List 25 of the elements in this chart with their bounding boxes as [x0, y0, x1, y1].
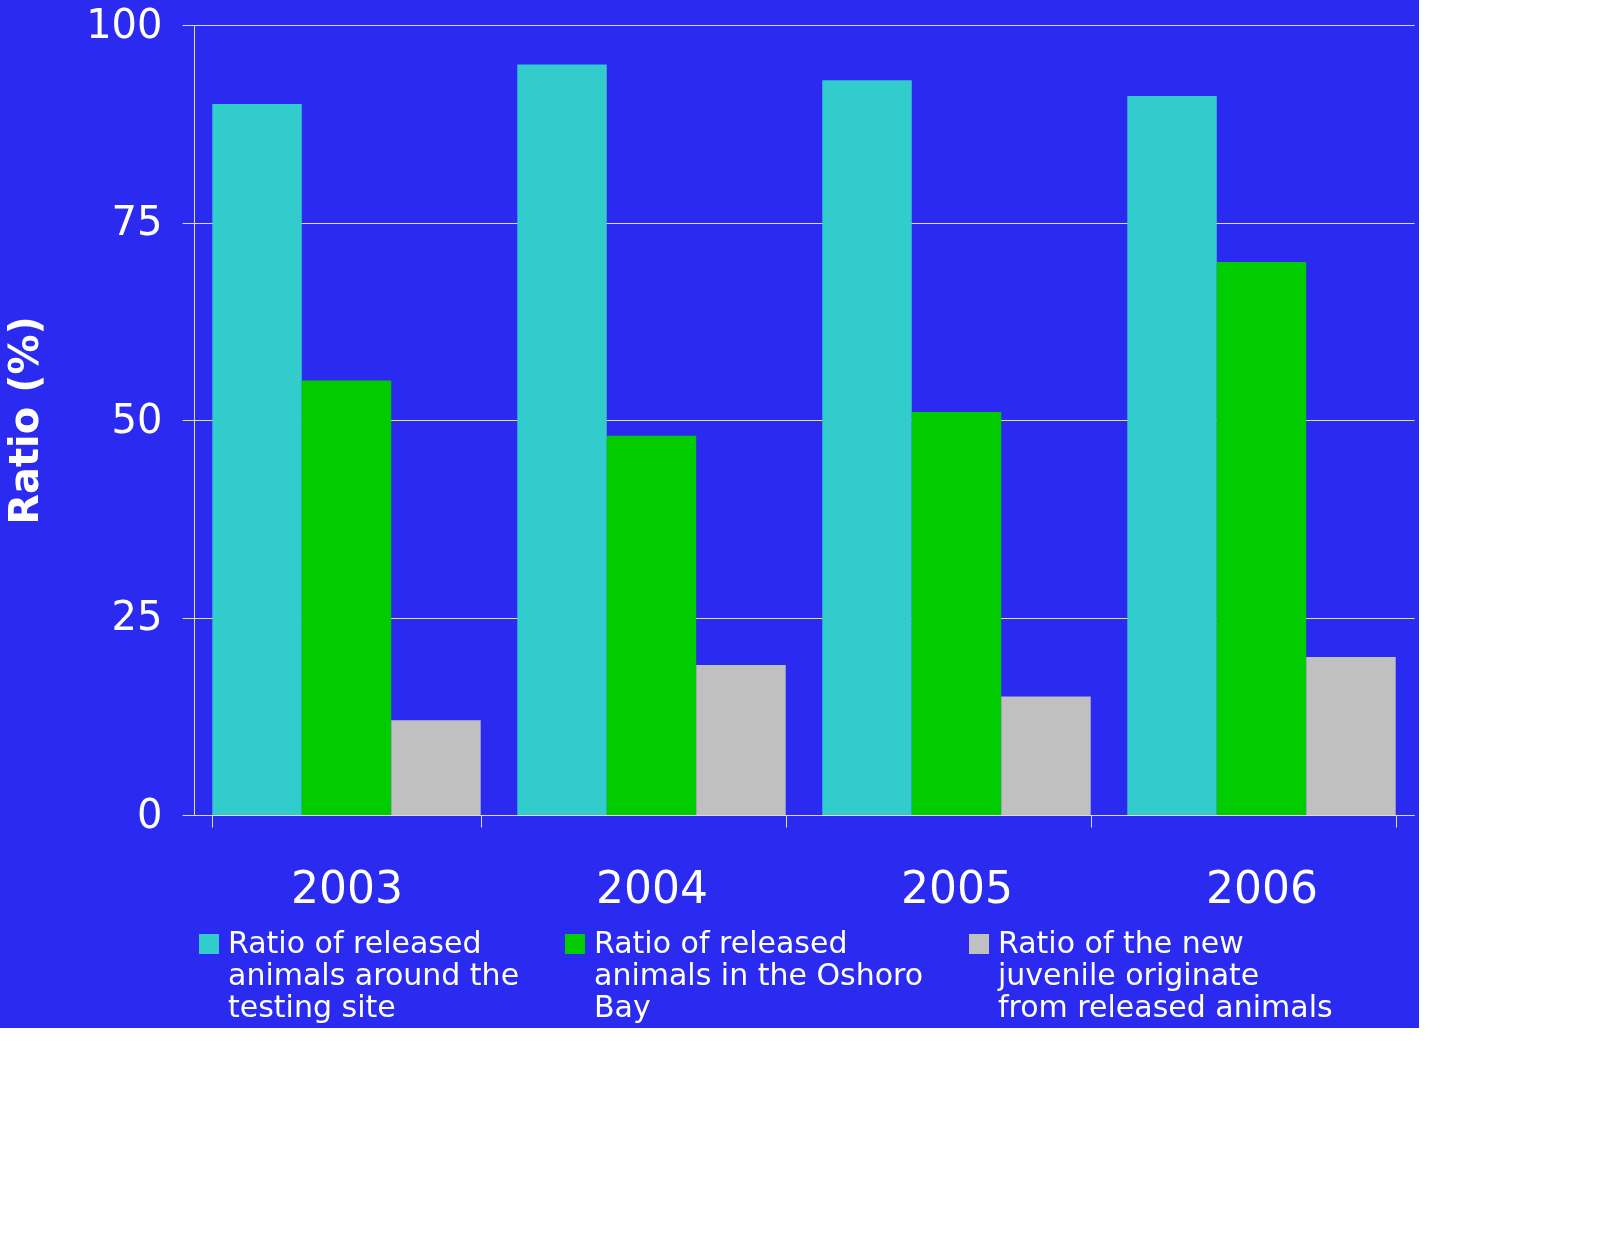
- bar: [1306, 657, 1396, 815]
- legend-label: Ratio of released animals around the testing site: [228, 925, 520, 1024]
- bar: [1001, 696, 1091, 815]
- x-tick-label: 2005: [901, 861, 1013, 913]
- bar: [301, 380, 392, 815]
- y-tick-label: 0: [137, 790, 163, 837]
- x-tick-label: 2003: [291, 861, 403, 913]
- bar: [517, 64, 607, 815]
- bar: [1127, 96, 1217, 815]
- y-tick-label: 75: [111, 198, 163, 244]
- legend-label: Ratio of the new juvenile originate from released animals: [997, 925, 1333, 1024]
- legend-label: Ratio of released animals in the Oshoro Bay: [594, 925, 924, 1024]
- x-tick-label: 2006: [1206, 861, 1318, 913]
- bar: [391, 720, 481, 815]
- bar: [1216, 262, 1307, 815]
- y-tick-label: 100: [86, 0, 163, 47]
- x-tick-label: 2004: [596, 861, 708, 913]
- y-tick-label: 25: [111, 593, 163, 639]
- bar: [911, 412, 1002, 815]
- bar: [212, 104, 302, 815]
- bar: [822, 80, 912, 815]
- y-tick-label: 50: [111, 395, 163, 442]
- y-axis-title: Ratio (%): [1, 316, 48, 525]
- bar: [696, 664, 786, 815]
- bar: [606, 435, 697, 815]
